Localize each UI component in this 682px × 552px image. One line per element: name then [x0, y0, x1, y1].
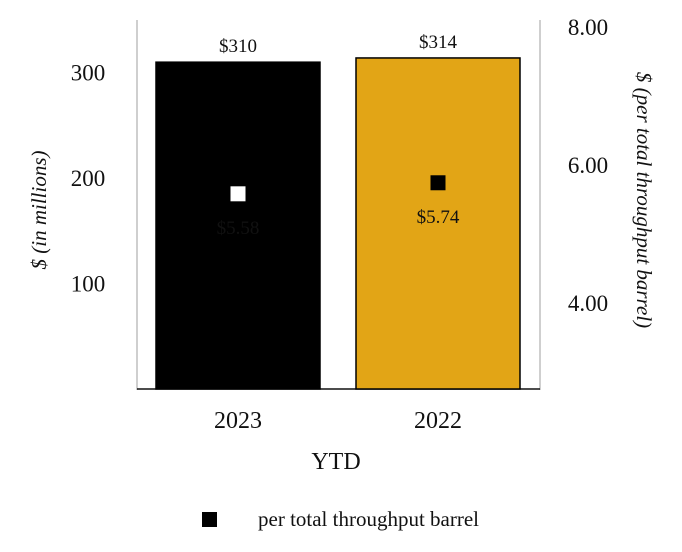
- y2-tick-label: 4.00: [568, 291, 608, 316]
- legend: per total throughput barrel: [202, 507, 479, 531]
- x-tick-label: 2023: [214, 408, 262, 434]
- y2-axis-ticks: 4.00 6.00 8.00: [568, 15, 608, 316]
- x-axis-ticks: 2023 2022: [214, 408, 462, 434]
- marker-point: [230, 186, 246, 202]
- marker-point: [430, 175, 446, 191]
- y-tick-label: 300: [71, 61, 106, 86]
- x-tick-label: 2022: [414, 408, 462, 434]
- legend-label: per total throughput barrel: [258, 507, 479, 531]
- marker-value-label: $5.58: [217, 218, 260, 239]
- y-tick-label: 200: [71, 166, 106, 191]
- y-tick-label: 100: [71, 272, 106, 297]
- bars-group: $310 $314: [155, 32, 521, 390]
- marker-series-group: $5.58 $5.74: [217, 175, 460, 239]
- bar-2023: [155, 61, 321, 390]
- legend-swatch-square: [202, 512, 217, 527]
- bar-value-label: $310: [219, 36, 257, 57]
- bar-value-label: $314: [419, 32, 458, 53]
- y2-axis-label: $ (per total throughput barrel): [632, 72, 656, 328]
- y-axis-label: $ (in millions): [27, 150, 51, 269]
- marker-value-label: $5.74: [417, 207, 460, 228]
- y-axis-ticks: 100 200 300: [71, 61, 106, 297]
- y2-tick-label: 6.00: [568, 153, 608, 178]
- bar-2022: [355, 57, 521, 390]
- y2-tick-label: 8.00: [568, 15, 608, 40]
- x-axis-label: YTD: [311, 449, 360, 475]
